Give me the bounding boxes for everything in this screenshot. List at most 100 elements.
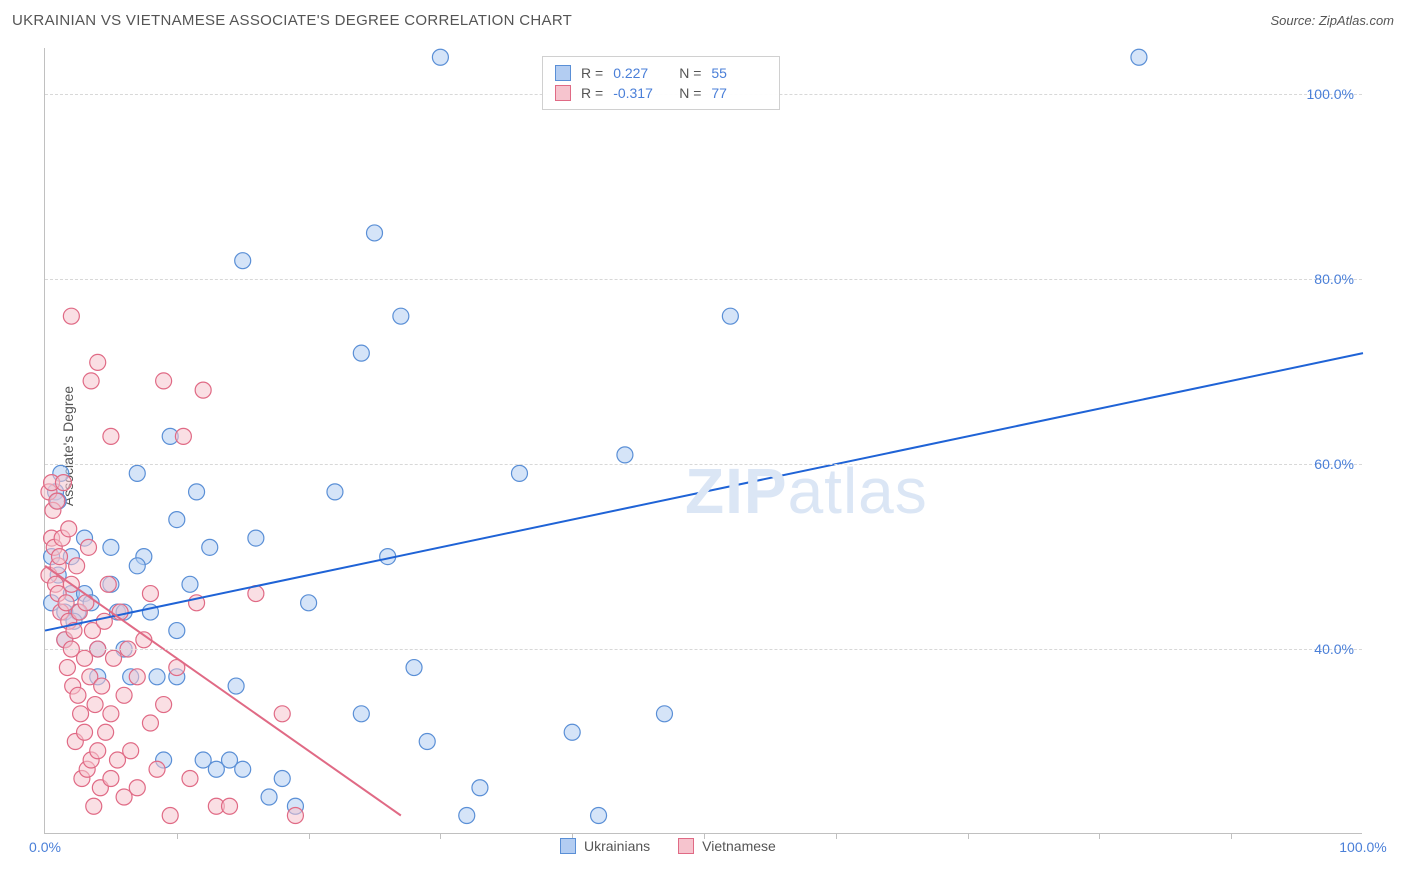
data-point <box>90 743 106 759</box>
data-point <box>98 724 114 740</box>
data-point <box>63 308 79 324</box>
data-point <box>235 761 251 777</box>
data-point <box>195 382 211 398</box>
y-tick-label: 60.0% <box>1314 456 1354 472</box>
data-point <box>419 734 435 750</box>
bottom-legend: Ukrainians Vietnamese <box>560 838 776 854</box>
data-point <box>327 484 343 500</box>
data-point <box>393 308 409 324</box>
data-point <box>228 678 244 694</box>
gridline <box>45 649 1362 650</box>
data-point <box>156 697 172 713</box>
data-point <box>142 715 158 731</box>
data-point <box>149 761 165 777</box>
data-point <box>96 613 112 629</box>
data-point <box>722 308 738 324</box>
data-point <box>287 808 303 824</box>
data-point <box>656 706 672 722</box>
data-point <box>1131 49 1147 65</box>
r-label: R = <box>581 85 603 101</box>
data-point <box>189 484 205 500</box>
trend-line <box>45 353 1363 630</box>
data-point <box>406 660 422 676</box>
data-point <box>94 678 110 694</box>
data-point <box>591 808 607 824</box>
n-label: N = <box>679 85 701 101</box>
data-point <box>367 225 383 241</box>
data-point <box>149 669 165 685</box>
data-point <box>129 465 145 481</box>
plot-area: 40.0%60.0%80.0%100.0%0.0%100.0%ZIPatlas <box>44 48 1362 834</box>
x-minor-tick <box>968 833 969 839</box>
data-point <box>55 475 71 491</box>
x-minor-tick <box>1231 833 1232 839</box>
r-value: -0.317 <box>613 85 669 101</box>
data-point <box>169 512 185 528</box>
x-minor-tick <box>309 833 310 839</box>
data-point <box>129 669 145 685</box>
data-point <box>182 576 198 592</box>
data-point <box>51 549 67 565</box>
data-point <box>274 771 290 787</box>
data-point <box>129 558 145 574</box>
y-tick-label: 40.0% <box>1314 641 1354 657</box>
x-minor-tick <box>440 833 441 839</box>
x-minor-tick <box>1099 833 1100 839</box>
data-point <box>61 521 77 537</box>
data-point <box>459 808 475 824</box>
data-point <box>511 465 527 481</box>
legend-item: Vietnamese <box>678 838 776 854</box>
data-point <box>123 743 139 759</box>
data-point <box>472 780 488 796</box>
data-point <box>169 623 185 639</box>
gridline <box>45 279 1362 280</box>
data-point <box>182 771 198 787</box>
data-point <box>116 687 132 703</box>
legend-item: Ukrainians <box>560 838 650 854</box>
x-minor-tick <box>836 833 837 839</box>
n-value: 55 <box>711 65 767 81</box>
data-point <box>353 706 369 722</box>
data-point <box>49 493 65 509</box>
y-tick-label: 100.0% <box>1307 86 1354 102</box>
chart-header: UKRAINIAN VS VIETNAMESE ASSOCIATE'S DEGR… <box>0 0 1406 40</box>
x-tick-label: 100.0% <box>1339 839 1386 855</box>
legend-label: Vietnamese <box>702 838 776 854</box>
data-point <box>103 428 119 444</box>
data-point <box>301 595 317 611</box>
chart-title: UKRAINIAN VS VIETNAMESE ASSOCIATE'S DEGR… <box>12 12 572 29</box>
data-point <box>202 539 218 555</box>
data-point <box>142 586 158 602</box>
data-point <box>69 558 85 574</box>
x-tick-label: 0.0% <box>29 839 61 855</box>
data-point <box>73 706 89 722</box>
r-value: 0.227 <box>613 65 669 81</box>
legend-swatch <box>555 85 571 101</box>
data-point <box>617 447 633 463</box>
data-point <box>83 373 99 389</box>
data-point <box>103 771 119 787</box>
gridline <box>45 464 1362 465</box>
data-point <box>248 530 264 546</box>
data-point <box>129 780 145 796</box>
legend-swatch <box>678 838 694 854</box>
data-point <box>87 697 103 713</box>
data-point <box>103 539 119 555</box>
data-point <box>156 373 172 389</box>
stats-row: R = -0.317 N = 77 <box>555 83 767 103</box>
data-point <box>235 253 251 269</box>
data-point <box>274 706 290 722</box>
data-point <box>564 724 580 740</box>
stats-row: R =0.227N =55 <box>555 63 767 83</box>
chart-source: Source: ZipAtlas.com <box>1270 13 1394 28</box>
y-tick-label: 80.0% <box>1314 271 1354 287</box>
data-point <box>86 798 102 814</box>
chart-container: UKRAINIAN VS VIETNAMESE ASSOCIATE'S DEGR… <box>0 0 1406 892</box>
data-point <box>353 345 369 361</box>
data-point <box>80 539 96 555</box>
data-point <box>162 808 178 824</box>
data-point <box>77 724 93 740</box>
legend-label: Ukrainians <box>584 838 650 854</box>
data-point <box>261 789 277 805</box>
n-value: 77 <box>711 85 767 101</box>
